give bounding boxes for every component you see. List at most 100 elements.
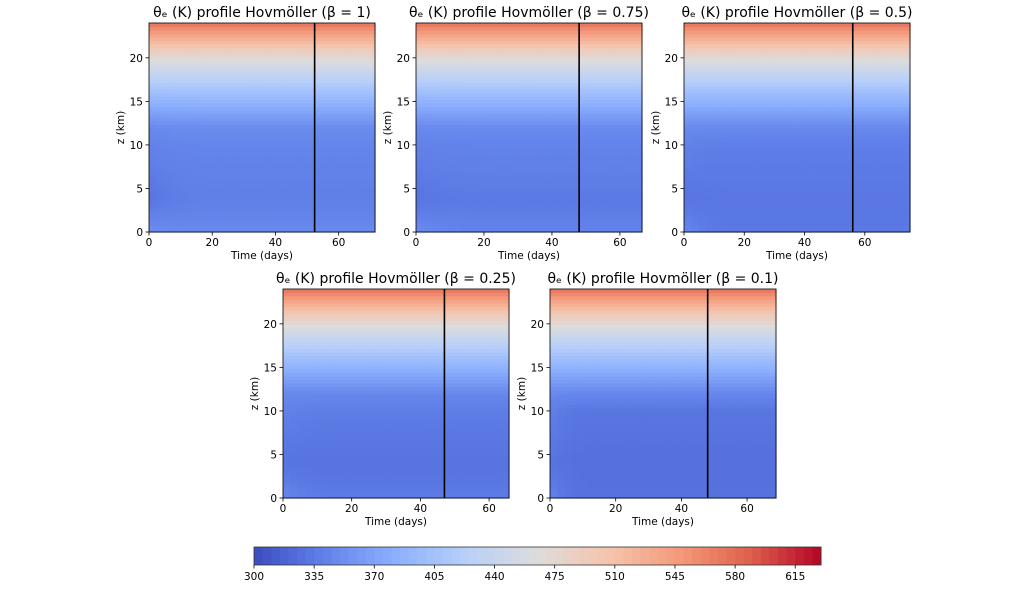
heatmap-cell — [722, 93, 730, 97]
heatmap-cell — [209, 58, 217, 62]
heatmap-cell — [439, 197, 447, 201]
heatmap-cell — [737, 190, 745, 194]
heatmap-cell — [270, 159, 278, 163]
heatmap-cell — [767, 23, 775, 27]
heatmap-cell — [262, 225, 270, 229]
heatmap-cell — [714, 23, 722, 27]
heatmap-cell — [277, 93, 285, 97]
heatmap-cell — [722, 180, 730, 184]
heatmap-cell — [544, 103, 552, 107]
heatmap-cell — [187, 201, 195, 205]
heatmap-cell — [172, 134, 180, 138]
heatmap-cell — [714, 208, 722, 212]
heatmap-cell — [322, 208, 330, 212]
heatmap-cell — [544, 155, 552, 159]
heatmap-cell — [737, 33, 745, 37]
heatmap-cell — [707, 131, 715, 135]
heatmap-cell — [469, 166, 477, 170]
heatmap-cell — [164, 72, 172, 76]
heatmap-cell — [322, 211, 330, 215]
heatmap-cell — [157, 79, 165, 83]
heatmap-cell — [752, 218, 760, 222]
heatmap-cell — [767, 72, 775, 76]
heatmap-cell — [774, 40, 782, 44]
heatmap-cell — [360, 58, 368, 62]
heatmap-cell — [292, 176, 300, 180]
heatmap-cell — [360, 131, 368, 135]
heatmap-cell — [179, 148, 187, 152]
heatmap-cell — [597, 173, 605, 177]
heatmap-cell — [416, 44, 424, 48]
heatmap-cell — [759, 190, 767, 194]
heatmap-cell — [797, 103, 805, 107]
heatmap-cell — [744, 117, 752, 121]
heatmap-cell — [774, 100, 782, 104]
heatmap-cell — [767, 190, 775, 194]
heatmap-cell — [797, 187, 805, 191]
heatmap-cell — [692, 166, 700, 170]
heatmap-cell — [574, 89, 582, 93]
heatmap-cell — [337, 89, 345, 93]
heatmap-cell — [812, 110, 820, 114]
heatmap-cell — [292, 128, 300, 132]
heatmap-cell — [484, 68, 492, 72]
heatmap-cell — [797, 61, 805, 65]
heatmap-cell — [514, 96, 522, 100]
heatmap-cell — [164, 79, 172, 83]
heatmap-cell — [582, 103, 590, 107]
heatmap-cell — [491, 208, 499, 212]
heatmap-cell — [262, 47, 270, 51]
heatmap-cell — [300, 37, 308, 41]
heatmap-cell — [187, 183, 195, 187]
heatmap-cell — [574, 86, 582, 90]
heatmap-cell — [292, 190, 300, 194]
heatmap-cell — [619, 218, 627, 222]
heatmap-cell — [484, 222, 492, 226]
heatmap-cell — [521, 197, 529, 201]
heatmap-cell — [352, 96, 360, 100]
heatmap-cell — [461, 96, 469, 100]
heatmap-cell — [431, 128, 439, 132]
heatmap-cell — [209, 93, 217, 97]
heatmap-cell — [315, 107, 323, 111]
heatmap-cell — [224, 26, 232, 30]
heatmap-cell — [217, 103, 225, 107]
heatmap-cell — [521, 93, 529, 97]
heatmap-cell — [521, 114, 529, 118]
heatmap-cell — [722, 103, 730, 107]
heatmap-cell — [529, 58, 537, 62]
heatmap-cell — [582, 169, 590, 173]
heatmap-cell — [782, 159, 790, 163]
heatmap-cell — [722, 23, 730, 27]
heatmap-cell — [582, 82, 590, 86]
heatmap-cell — [774, 152, 782, 156]
heatmap-cell — [627, 208, 635, 212]
heatmap-cell — [714, 96, 722, 100]
heatmap-cell — [767, 100, 775, 104]
heatmap-cell — [589, 61, 597, 65]
heatmap-cell — [827, 47, 835, 51]
heatmap-cell — [424, 47, 432, 51]
heatmap-cell — [537, 44, 545, 48]
heatmap-cell — [820, 68, 828, 72]
heatmap-cell — [752, 68, 760, 72]
heatmap-cell — [627, 183, 635, 187]
heatmap-cell — [514, 159, 522, 163]
heatmap-cell — [744, 30, 752, 34]
heatmap-cell — [789, 159, 797, 163]
heatmap-cell — [774, 72, 782, 76]
heatmap-cell — [619, 201, 627, 205]
heatmap-cell — [224, 23, 232, 27]
heatmap-cell — [744, 166, 752, 170]
heatmap-cell — [179, 26, 187, 30]
heatmap-cell — [431, 33, 439, 37]
heatmap-cell — [337, 159, 345, 163]
heatmap-cell — [194, 197, 202, 201]
heatmap-cell — [589, 37, 597, 41]
heatmap-cell — [752, 138, 760, 142]
heatmap-cell — [285, 40, 293, 44]
heatmap-cell — [300, 65, 308, 69]
heatmap-cell — [506, 138, 514, 142]
heatmap-cell — [232, 162, 240, 166]
